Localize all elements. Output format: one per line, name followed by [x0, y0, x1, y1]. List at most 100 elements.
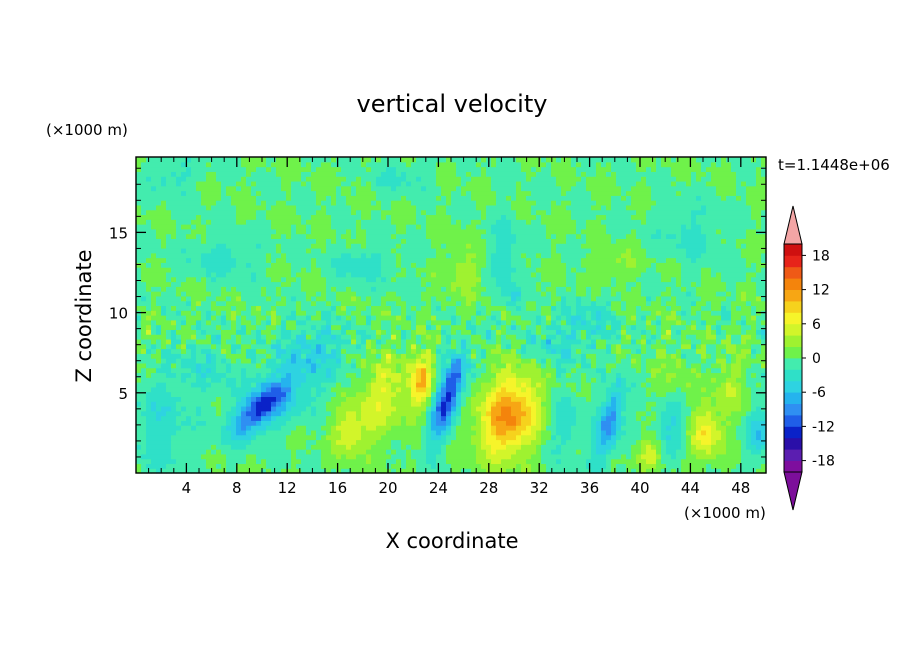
field-cell — [326, 396, 332, 402]
field-cell — [561, 396, 567, 402]
field-cell — [151, 396, 157, 402]
field-cell — [326, 334, 332, 340]
field-cell — [371, 444, 377, 450]
field-cell — [686, 329, 692, 335]
field-cell — [276, 329, 282, 335]
field-cell — [556, 468, 562, 474]
field-cell — [256, 300, 262, 307]
field-cell — [231, 401, 237, 407]
field-cell — [366, 420, 372, 426]
field-cell — [571, 463, 577, 469]
field-cell — [616, 286, 622, 292]
field-cell — [741, 453, 747, 460]
field-cell — [721, 468, 727, 474]
field-cell — [271, 415, 277, 421]
field-cell — [276, 410, 282, 417]
field-cell — [306, 468, 312, 474]
field-cell — [206, 415, 212, 421]
field-cell — [206, 353, 212, 359]
field-cell — [506, 449, 512, 455]
field-cell — [526, 348, 532, 354]
field-cell — [576, 295, 582, 302]
field-cell — [346, 386, 352, 393]
field-cell — [656, 410, 662, 417]
field-cell — [161, 281, 167, 287]
field-cell — [611, 386, 617, 393]
field-cell — [211, 291, 217, 297]
field-cell — [676, 377, 682, 383]
field-cell — [721, 425, 727, 431]
field-cell — [231, 439, 237, 445]
field-cell — [731, 468, 737, 474]
field-cell — [176, 401, 182, 407]
field-cell — [461, 338, 467, 345]
field-cell — [231, 310, 237, 316]
field-cell — [446, 338, 452, 345]
field-cell — [451, 329, 457, 335]
field-cell — [291, 405, 297, 412]
field-cell — [706, 353, 712, 359]
field-cell — [736, 396, 742, 402]
field-cell — [266, 405, 272, 412]
field-cell — [301, 286, 307, 292]
field-cell — [436, 401, 442, 407]
field-cell — [296, 281, 302, 287]
field-cell — [706, 444, 712, 450]
field-cell — [546, 425, 552, 431]
field-cell — [566, 434, 572, 441]
field-cell — [431, 291, 437, 297]
field-cell — [601, 295, 607, 302]
field-cell — [411, 353, 417, 359]
field-cell — [261, 401, 267, 407]
field-cell — [266, 319, 272, 326]
field-cell — [686, 358, 692, 364]
field-cell — [236, 458, 242, 465]
field-cell — [381, 429, 387, 436]
field-cell — [546, 429, 552, 436]
field-cell — [736, 425, 742, 431]
field-cell — [451, 434, 457, 441]
field-cell — [166, 291, 172, 297]
field-cell — [371, 343, 377, 350]
field-cell — [231, 382, 237, 388]
field-cell — [641, 300, 647, 307]
field-cell — [516, 434, 522, 441]
field-cell — [726, 382, 732, 388]
field-cell — [646, 396, 652, 402]
field-cell — [586, 391, 592, 397]
field-cell — [476, 391, 482, 397]
field-cell — [476, 367, 482, 374]
field-cell — [391, 429, 397, 436]
field-cell — [471, 425, 477, 431]
field-cell — [311, 324, 317, 330]
field-cell — [166, 410, 172, 417]
field-cell — [161, 305, 167, 311]
field-cell — [711, 295, 717, 302]
field-cell — [391, 391, 397, 397]
field-cell — [521, 281, 527, 287]
field-cell — [731, 343, 737, 350]
field-cell — [201, 291, 207, 297]
field-cell — [756, 329, 762, 335]
field-cell — [426, 305, 432, 311]
field-cell — [571, 396, 577, 402]
field-cell — [326, 319, 332, 326]
field-cell — [601, 377, 607, 383]
field-cell — [641, 343, 647, 350]
field-cell — [406, 348, 412, 354]
field-cell — [201, 449, 207, 455]
field-cell — [551, 286, 557, 292]
field-cell — [686, 315, 692, 321]
field-cell — [206, 362, 212, 369]
field-cell — [496, 367, 502, 374]
field-cell — [416, 324, 422, 330]
field-cell — [756, 415, 762, 421]
field-cell — [481, 291, 487, 297]
field-cell — [276, 305, 282, 311]
field-cell — [456, 401, 462, 407]
field-cell — [411, 391, 417, 397]
field-cell — [531, 405, 537, 412]
field-cell — [421, 386, 427, 393]
field-cell — [736, 295, 742, 302]
field-cell — [721, 295, 727, 302]
